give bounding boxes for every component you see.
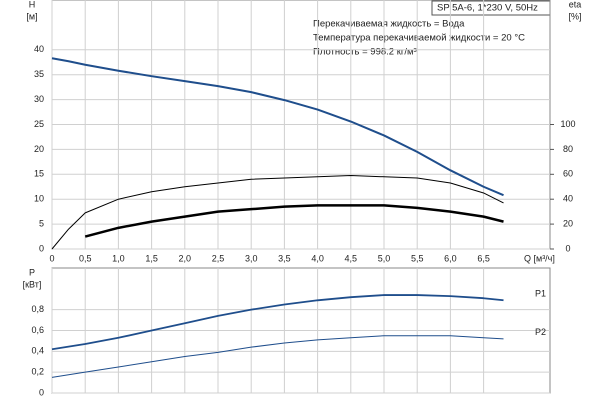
x-axis-label: Q [м³/ч] [524,253,555,263]
y2-tick-label: 20 [563,218,573,228]
y-tick-label: 30 [34,94,44,104]
x-tick-label: 6,0 [444,253,457,263]
x-tick-label: 2,0 [179,253,192,263]
y-tick-label: 0,4 [31,346,44,356]
y-tick-label: 20 [34,144,44,154]
y-tick-label: 10 [34,194,44,204]
y-tick-label: 35 [34,69,44,79]
series-line [51,294,504,351]
series-label: P1 [535,289,546,299]
info-line: Плотность = 998.2 кг/м³ [313,47,417,58]
x-tick-label: 3,5 [278,253,291,263]
info-line: Перекачиваемая жидкость = Вода [313,19,465,30]
y-tick-label: 0,2 [31,367,44,377]
y-axis-label: H [29,0,36,9]
x-tick-label: 2,5 [212,253,225,263]
y-tick-label: 15 [34,169,44,179]
y-tick-label: 0 [39,243,44,253]
series-line [51,175,504,250]
x-tick-label: 0,5 [79,253,92,263]
model: SP 5A-6, 1*230 V, 50Hz [437,3,538,14]
x-tick-label: 5,0 [378,253,391,263]
x-tick-label: 3,0 [245,253,258,263]
x-tick-label: 6,5 [477,253,490,263]
y2-axis-unit: [%] [568,11,581,21]
series-label: P2 [535,327,546,337]
y-axis-label: P [29,267,35,277]
y-tick-label: 0,6 [31,325,44,335]
y2-tick-label: 40 [563,194,573,204]
y-tick-label: 5 [39,218,44,228]
y-tick-label: 25 [34,119,44,129]
x-tick-label: 4,0 [311,253,324,263]
y-tick-label: 40 [34,44,44,54]
x-tick-label: 1,5 [145,253,158,263]
x-tick-label: 0 [49,253,54,263]
y-axis-unit: [м] [26,11,37,21]
series-line [51,57,504,197]
x-tick-label: 1,0 [112,253,125,263]
x-tick-label: 4,5 [345,253,358,263]
y-tick-label: 0 [39,387,44,397]
x-tick-label: 5,5 [411,253,424,263]
y-axis-unit: [кВт] [23,279,42,289]
series-line [84,204,504,238]
y2-tick-label: 60 [563,169,573,179]
y2-tick-label: 100 [560,119,575,129]
y2-axis-label: eta [569,0,582,9]
y-tick-label: 0,8 [31,304,44,314]
y2-tick-label: 80 [563,144,573,154]
y2-tick-label: 0 [565,243,570,253]
info-line: Температура перекачиваемой жидкости = 20… [313,33,525,44]
series-line [51,335,504,378]
